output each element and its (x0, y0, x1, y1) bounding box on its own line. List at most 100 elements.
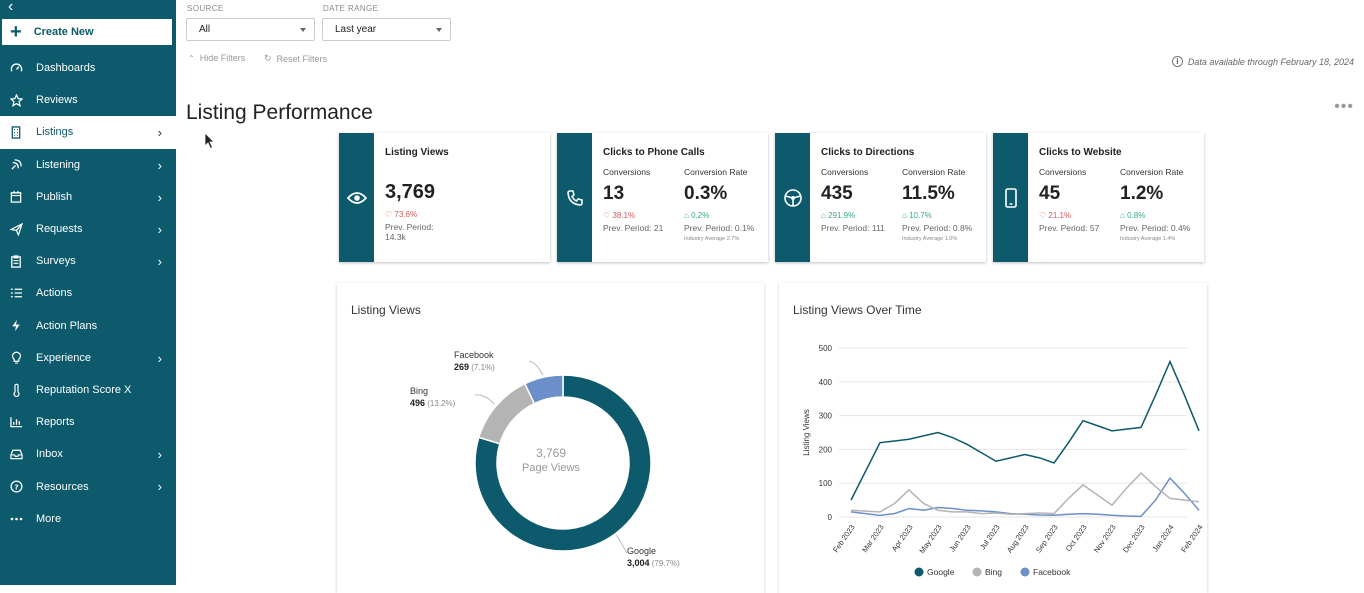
sidebar-item-reputation-score-x[interactable]: Reputation Score X (0, 374, 176, 406)
conversions-value: 435 (821, 183, 885, 205)
legend-label[interactable]: Facebook (1033, 567, 1071, 577)
sidebar-item-inbox[interactable]: Inbox› (0, 438, 176, 470)
legend-marker (973, 568, 982, 577)
legend-label[interactable]: Google (927, 567, 955, 577)
card-band (993, 133, 1028, 262)
y-tick-label: 400 (819, 378, 833, 387)
sidebar-item-label: Requests (36, 223, 82, 235)
sidebar-item-resources[interactable]: ?Resources› (0, 470, 176, 502)
sidebar-item-publish[interactable]: Publish› (0, 181, 176, 213)
rate-label: Conversion Rate (1120, 167, 1190, 177)
date-range-select[interactable]: Last year (322, 18, 451, 41)
sidebar-item-actions[interactable]: Actions (0, 277, 176, 309)
sidebar-item-listings[interactable]: Listings› (0, 116, 176, 148)
slice-label: Google (627, 546, 656, 556)
info-icon: i (1172, 56, 1183, 67)
prev-period-value: 14.3k (385, 232, 435, 242)
inbox-icon (9, 447, 23, 461)
calendar-icon (9, 190, 23, 204)
directions-card: Clicks to Directions Conversions 435 ⌂ 2… (775, 133, 986, 262)
sidebar-item-dashboards[interactable]: Dashboards (0, 52, 176, 84)
thermometer-icon (9, 383, 23, 397)
phone-icon (566, 189, 584, 207)
x-tick-label: Feb 2023 (831, 523, 857, 554)
card-title: Clicks to Directions (821, 147, 914, 158)
data-availability-text: Data available through February 18, 2024 (1188, 57, 1354, 67)
hide-filters-label: Hide Filters (200, 53, 246, 63)
card-band (339, 133, 374, 262)
slice-leader-line (617, 535, 627, 553)
x-tick-label: Mar 2023 (860, 523, 886, 554)
sidebar-item-label: Publish (36, 191, 72, 203)
y-tick-label: 300 (819, 412, 833, 421)
sidebar-item-listening[interactable]: Listening › (0, 149, 176, 181)
industry-average: Industry Average 1.4% (1120, 236, 1190, 242)
sidebar-item-label: Listings (36, 126, 73, 138)
sidebar-item-requests[interactable]: Requests› (0, 213, 176, 245)
building-icon (9, 125, 23, 139)
create-new-button[interactable]: + Create New (2, 19, 172, 45)
x-tick-label: Jan 2024 (1151, 523, 1176, 553)
sidebar-item-label: Actions (36, 287, 72, 299)
slice-label: Bing (410, 386, 428, 396)
sidebar-item-surveys[interactable]: Surveys› (0, 245, 176, 277)
pie-slice-bing[interactable] (479, 384, 535, 444)
more-dots-icon (9, 512, 23, 526)
series-line-facebook[interactable] (851, 478, 1199, 516)
trend-up-icon: ⌂ (1120, 211, 1125, 220)
rate-label: Conversion Rate (684, 167, 754, 177)
x-tick-label: Feb 2024 (1179, 523, 1205, 554)
more-options-icon[interactable]: ••• (1334, 98, 1354, 116)
trend-down-icon: ♡ (385, 210, 392, 219)
sidebar-item-label: More (36, 513, 61, 525)
svg-text:?: ? (14, 482, 18, 491)
card-band (557, 133, 592, 262)
x-tick-label: Oct 2023 (1064, 523, 1089, 553)
metric-change: 73.6% (394, 210, 417, 219)
x-tick-label: Sep 2023 (1034, 523, 1060, 554)
help-circle-icon: ? (9, 480, 23, 494)
date-range-filter-label: DATE RANGE (323, 4, 378, 13)
sidebar-item-reviews[interactable]: Reviews (0, 84, 176, 116)
sidebar-item-label: Reviews (36, 94, 78, 106)
slice-percent: (7.1%) (469, 363, 495, 372)
lightning-icon (9, 319, 23, 333)
source-select[interactable]: All (186, 18, 315, 41)
source-select-value: All (199, 24, 210, 35)
slice-leader-line (475, 395, 495, 405)
sidebar-item-label: Inbox (36, 448, 63, 460)
reset-filters-button[interactable]: ↻ Reset Filters (264, 53, 327, 64)
y-tick-label: 500 (819, 344, 833, 353)
chevron-right-icon: › (158, 351, 162, 366)
slice-value: 3,004 (79.7%) (627, 558, 680, 568)
sidebar-item-more[interactable]: More (0, 503, 176, 535)
donut-center-value: 3,769 (536, 446, 566, 460)
paper-plane-icon (9, 222, 23, 236)
sidebar-item-experience[interactable]: Experience› (0, 342, 176, 374)
legend-label[interactable]: Bing (985, 567, 1002, 577)
trend-up-icon: ⌂ (821, 211, 826, 220)
x-tick-label: Nov 2023 (1092, 523, 1118, 554)
chevron-right-icon: › (158, 158, 162, 173)
industry-average: Industry Average 2.7% (684, 236, 754, 242)
hide-filters-button[interactable]: ⌃ Hide Filters (188, 53, 245, 63)
slice-percent: (79.7%) (650, 559, 681, 568)
sidebar-item-label: Listening (36, 159, 80, 171)
sidebar-item-reports[interactable]: Reports (0, 406, 176, 438)
slice-value: 496 (13.2%) (410, 398, 456, 408)
data-availability-note: i Data available through February 18, 20… (1172, 56, 1354, 67)
rate-change: 0.2% (691, 211, 709, 220)
sidebar-item-action-plans[interactable]: Action Plans (0, 310, 176, 342)
rate-value: 1.2% (1120, 183, 1190, 205)
conversions-prev: Prev. Period: 21 (603, 223, 663, 233)
trend-up-icon: ⌂ (902, 211, 907, 220)
card-title: Clicks to Website (1039, 147, 1122, 158)
series-line-bing[interactable] (851, 473, 1199, 514)
y-tick-label: 200 (819, 445, 833, 454)
industry-average: Industry Average 1.0% (902, 236, 972, 242)
conversions-label: Conversions (603, 167, 663, 177)
x-tick-label: Dec 2023 (1121, 523, 1147, 554)
collapse-sidebar-icon[interactable]: ‹ (8, 0, 13, 16)
